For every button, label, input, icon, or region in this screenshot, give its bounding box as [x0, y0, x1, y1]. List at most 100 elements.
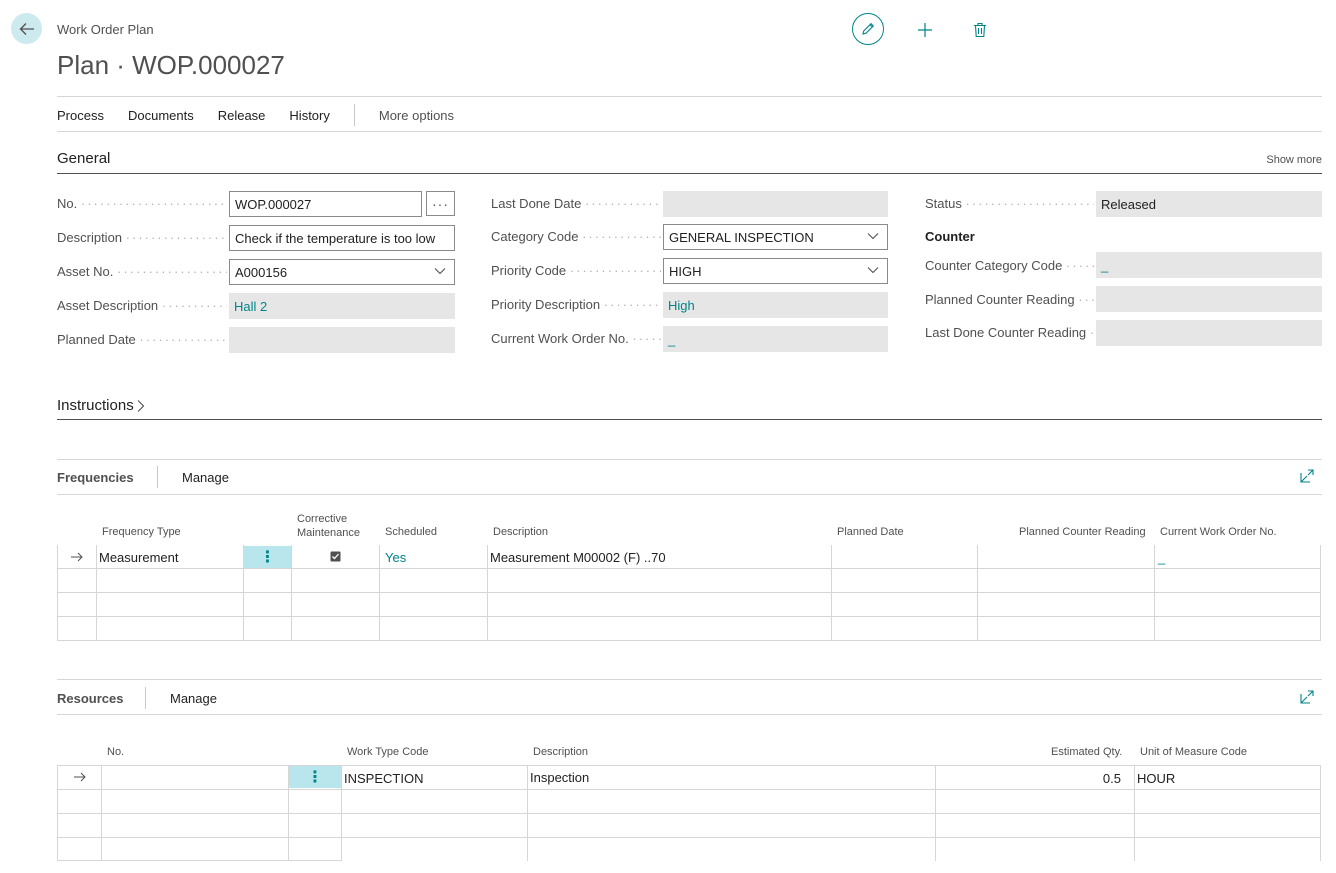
general-section-title[interactable]: General — [57, 150, 111, 167]
grid-line — [341, 766, 342, 861]
last-done-counter-reading-field[interactable] — [1096, 320, 1322, 346]
col-no[interactable]: No. — [107, 746, 125, 758]
no-field[interactable]: WOP.000027 — [229, 191, 422, 217]
resources-manage-menu[interactable]: Manage — [170, 691, 217, 706]
frequencies-manage-menu[interactable]: Manage — [182, 470, 229, 485]
category-code-value: GENERAL INSPECTION — [669, 229, 814, 245]
grid-line — [57, 545, 58, 641]
corrective-maintenance-checkbox[interactable] — [330, 551, 341, 562]
delete-button[interactable] — [967, 15, 993, 45]
last-done-counter-reading-label: Last Done Counter Reading ···· — [925, 325, 1094, 340]
chevron-down-icon[interactable] — [867, 232, 879, 240]
work-type-code-cell[interactable]: INSPECTION — [344, 771, 424, 786]
frequency-type-cell[interactable]: Measurement — [99, 550, 179, 565]
priority-description-field[interactable]: High — [663, 292, 888, 318]
grid-line — [57, 765, 1321, 766]
description-cell[interactable]: Inspection — [530, 770, 590, 785]
grid-line — [57, 813, 1321, 814]
col-scheduled[interactable]: Scheduled — [385, 526, 437, 538]
row-actions-button[interactable]: ⋮ — [244, 546, 291, 568]
planned-date-label: Planned Date ························· — [57, 332, 227, 347]
edit-button[interactable] — [852, 13, 884, 45]
frequencies-title[interactable]: Frequencies — [57, 470, 134, 485]
scheduled-cell[interactable]: Yes — [385, 550, 407, 565]
col-unit-of-measure[interactable]: Unit of Measure Code — [1140, 746, 1247, 758]
col-corrective-maintenance[interactable]: Corrective Maintenance — [297, 512, 360, 540]
header-divider — [57, 96, 1322, 97]
col-description[interactable]: Description — [493, 526, 549, 538]
asset-no-value: A000156 — [235, 264, 288, 280]
grid-line — [57, 616, 1321, 617]
grid-line — [57, 860, 341, 861]
grid-line — [288, 766, 289, 861]
back-button[interactable] — [11, 13, 42, 44]
asset-no-field[interactable]: A000156 — [229, 259, 455, 285]
priority-description-label: Priority Description ············ — [491, 297, 661, 312]
general-underline — [57, 173, 1322, 174]
unit-of-measure-cell[interactable]: HOUR — [1137, 771, 1176, 786]
current-work-order-field[interactable]: _ — [663, 326, 888, 352]
grid-line — [831, 545, 832, 641]
col-frequency-type[interactable]: Frequency Type — [102, 526, 181, 538]
description-cell[interactable]: Measurement M00002 (F) ..70 — [490, 550, 666, 565]
resources-top-divider — [57, 679, 1322, 680]
counter-category-code-field[interactable]: _ — [1096, 252, 1322, 278]
action-documents[interactable]: Documents — [127, 107, 194, 123]
chevron-down-icon[interactable] — [867, 266, 879, 274]
action-history[interactable]: History — [289, 107, 330, 123]
row-arrow-icon — [74, 772, 86, 782]
action-bar: Process Documents Release History More o… — [57, 104, 478, 126]
asset-description-field[interactable]: Hall 2 — [229, 293, 455, 319]
grid-line — [977, 545, 978, 641]
col-work-type-code[interactable]: Work Type Code — [347, 746, 429, 758]
grid-line — [96, 545, 97, 641]
col-planned-counter-reading[interactable]: Planned Counter Reading — [1019, 526, 1146, 538]
priority-code-field[interactable]: HIGH — [663, 258, 888, 284]
current-work-order-cell[interactable]: _ — [1158, 550, 1166, 565]
description-field[interactable]: Check if the temperature is too low — [229, 225, 455, 251]
status-field[interactable]: Released — [1096, 191, 1322, 217]
counter-group-header: Counter — [925, 229, 975, 244]
description-label: Description ··························· — [57, 230, 227, 245]
frequencies-top-divider — [57, 459, 1322, 460]
show-more-link[interactable]: Show more — [1266, 154, 1322, 166]
more-vertical-icon: ⋮ — [307, 769, 323, 786]
chevron-down-icon[interactable] — [434, 267, 446, 275]
page-title: Plan · WOP.000027 — [57, 50, 285, 80]
col-planned-date[interactable]: Planned Date — [837, 526, 904, 538]
resources-title[interactable]: Resources — [57, 691, 124, 706]
planned-date-field[interactable] — [229, 327, 455, 353]
estimated-qty-cell[interactable]: 0.5 — [1102, 771, 1121, 786]
grid-line — [57, 592, 1321, 593]
col-current-work-order[interactable]: Current Work Order No. — [1160, 526, 1277, 538]
action-release[interactable]: Release — [217, 107, 266, 123]
counter-category-code-label: Counter Category Code ··········· — [925, 258, 1094, 273]
instructions-section-title[interactable]: Instructions — [57, 397, 146, 414]
last-done-date-label: Last Done Date ······················· — [491, 196, 661, 211]
action-separator — [353, 104, 355, 126]
last-done-date-field[interactable] — [663, 191, 888, 217]
grid-line — [379, 545, 380, 641]
col-estimated-qty[interactable]: Estimated Qty. — [1051, 746, 1123, 758]
more-vertical-icon: ⋮ — [259, 549, 276, 566]
row-actions-button[interactable]: ⋮ — [289, 766, 341, 788]
trash-icon — [974, 22, 986, 38]
category-code-label: Category Code ······················· — [491, 229, 661, 244]
grid-line — [57, 766, 58, 861]
no-assist-button[interactable]: ··· — [426, 191, 455, 216]
expand-part-icon[interactable] — [1300, 469, 1314, 483]
action-more-options[interactable]: More options — [378, 107, 455, 123]
grid-line — [57, 837, 1321, 838]
col-description[interactable]: Description — [533, 746, 589, 758]
chevron-right-icon — [137, 399, 144, 412]
grid-line — [1154, 545, 1155, 641]
expand-part-icon[interactable] — [1300, 690, 1314, 704]
planned-counter-reading-label: Planned Counter Reading ······ — [925, 292, 1094, 307]
instructions-label: Instructions — [57, 397, 134, 414]
frequencies-title-separator — [157, 466, 158, 488]
priority-code-label: Priority Code ························ — [491, 263, 661, 278]
category-code-field[interactable]: GENERAL INSPECTION — [663, 224, 888, 250]
action-process[interactable]: Process — [57, 107, 104, 123]
new-button[interactable] — [912, 15, 938, 45]
planned-counter-reading-field[interactable] — [1096, 286, 1322, 312]
